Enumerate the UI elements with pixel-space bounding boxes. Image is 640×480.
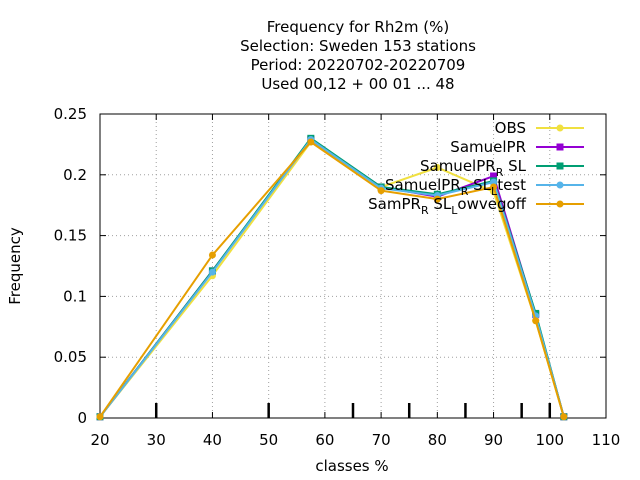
legend-label: SamPRR SLLowvegoff xyxy=(368,195,526,217)
x-tick-label: 70 xyxy=(372,431,391,449)
series-sampr-r-sl-lowvegoff xyxy=(96,138,568,421)
x-tick-label: 80 xyxy=(428,431,447,449)
legend-marker xyxy=(556,124,564,132)
class-marks xyxy=(154,403,552,418)
y-tick-label: 0.15 xyxy=(54,227,87,245)
y-axis-ticks: 0 0.05 0.1 0.15 0.2 0.25 xyxy=(54,105,606,427)
data-point xyxy=(560,413,568,421)
legend-marker xyxy=(556,162,564,170)
y-tick-label: 0.25 xyxy=(54,105,87,123)
data-point xyxy=(307,138,315,146)
data-point xyxy=(208,268,216,276)
y-tick-label: 0 xyxy=(77,409,87,427)
data-point xyxy=(96,413,104,421)
x-tick-label: 90 xyxy=(484,431,503,449)
data-point xyxy=(433,164,441,172)
legend-label: SamuelPRR SLLtest xyxy=(385,176,526,198)
legend-label: SamuelPR xyxy=(450,138,526,156)
x-tick-label: 60 xyxy=(315,431,334,449)
x-tick-label: 50 xyxy=(259,431,278,449)
chart-title: Frequency for Rh2m (%)Selection: Sweden … xyxy=(240,18,476,93)
legend-marker xyxy=(556,200,564,208)
data-point xyxy=(490,183,498,191)
data-point xyxy=(377,187,385,195)
data-point xyxy=(490,178,498,186)
x-axis-label: classes % xyxy=(315,457,388,475)
x-tick-label: 40 xyxy=(203,431,222,449)
title-line: Frequency for Rh2m (%) xyxy=(267,18,449,36)
y-tick-label: 0.05 xyxy=(54,348,87,366)
legend-marker xyxy=(556,181,564,189)
legend-label: OBS xyxy=(495,119,526,137)
title-line: Period: 20220702-20220709 xyxy=(251,56,466,74)
x-tick-label: 100 xyxy=(535,431,564,449)
x-tick-label: 30 xyxy=(147,431,166,449)
y-tick-label: 0.2 xyxy=(63,166,87,184)
x-tick-label: 110 xyxy=(592,431,621,449)
data-point xyxy=(208,251,216,259)
series-line xyxy=(99,140,565,418)
x-tick-label: 20 xyxy=(90,431,109,449)
data-point xyxy=(490,172,498,180)
series-layer xyxy=(96,134,568,421)
plot-frame xyxy=(99,113,607,419)
title-line: Selection: Sweden 153 stations xyxy=(240,37,476,55)
x-axis-ticks: 20 30 40 50 60 70 80 90 100 110 xyxy=(90,114,620,449)
title-line: Used 00,12 + 00 01 ... 48 xyxy=(261,75,454,93)
data-point xyxy=(433,195,441,203)
y-axis-label: Frequency xyxy=(6,227,24,305)
legend-marker xyxy=(556,143,564,151)
series-line xyxy=(99,138,565,418)
y-tick-label: 0.1 xyxy=(63,287,87,305)
data-point xyxy=(532,317,540,325)
grid-lines xyxy=(100,114,606,418)
legend-label: SamuelPRR SL xyxy=(420,157,527,179)
